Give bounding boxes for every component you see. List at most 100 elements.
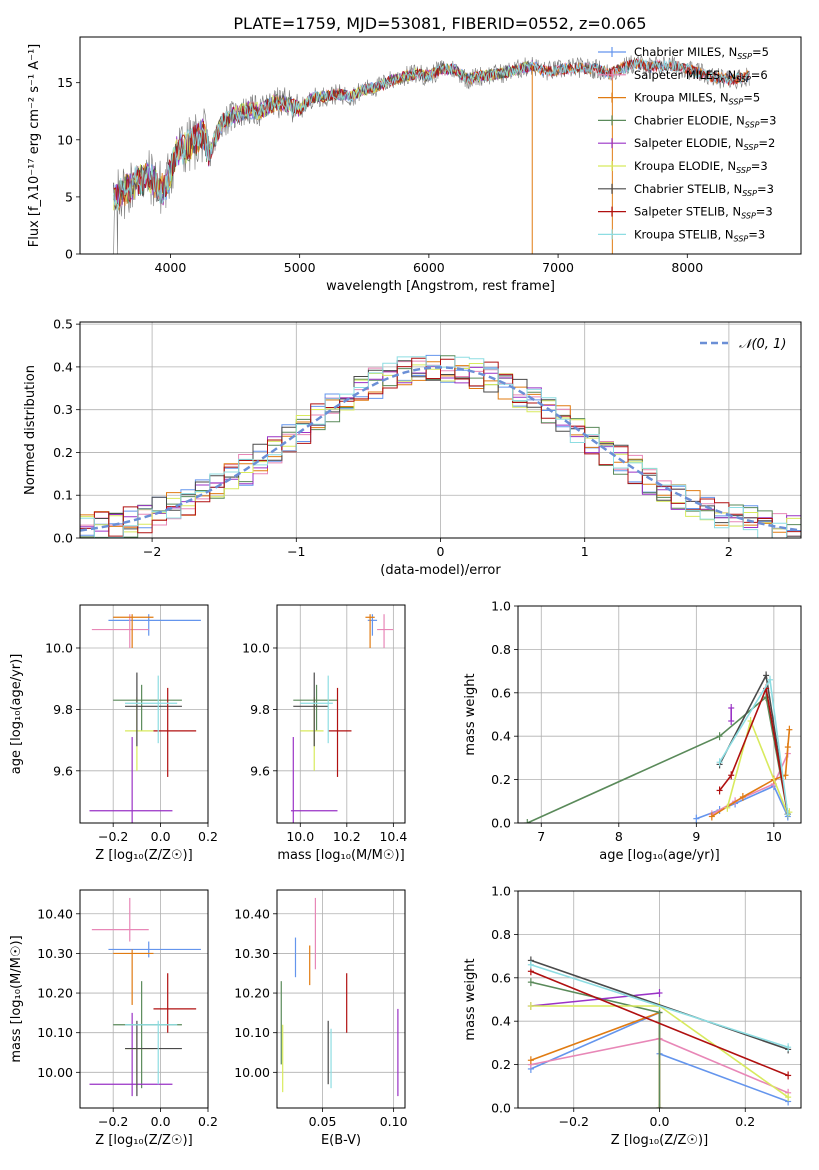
weight-line xyxy=(530,992,660,1007)
x-tick-label: 7000 xyxy=(542,260,574,275)
model-spectrum-line xyxy=(113,58,750,211)
x-tick-label: 10.0 xyxy=(286,829,314,844)
y-axis-label: age [log₁₀(age/yr)] xyxy=(9,654,24,775)
y-tick-label: 0.0 xyxy=(53,531,73,546)
y-tick-label: 9.6 xyxy=(53,763,73,778)
y-tick-label: 9.8 xyxy=(250,702,270,717)
legend-label: Kroupa ELODIE, NSSP=3 xyxy=(634,159,768,175)
weight-line xyxy=(530,959,789,1051)
y-axis-label: mass weight xyxy=(463,958,478,1040)
y-axis-label: Normed distribution xyxy=(23,365,38,495)
y-tick-label: 10.10 xyxy=(37,1025,73,1040)
x-tick-label: 0.05 xyxy=(309,1114,337,1129)
y-tick-label: 1.0 xyxy=(491,884,511,899)
legend-label: Salpeter ELODIE, NSSP=2 xyxy=(634,136,775,152)
spectrum-legend: Chabrier MILES, NSSP=5 Salpeter MILES, NS… xyxy=(598,45,776,243)
y-tick-label: 0.2 xyxy=(53,445,73,460)
x-tick-label: 0 xyxy=(437,544,445,559)
y-axis-label: mass weight xyxy=(463,673,478,755)
axes-frame xyxy=(276,604,406,824)
x-tick-label: 0.0 xyxy=(151,1114,171,1129)
residual-legend: 𝒩(0, 1) xyxy=(700,337,786,352)
plot-area-mass_vs_ebv xyxy=(280,897,399,1097)
x-axis-label: Z [log₁₀(Z/Z☉)] xyxy=(95,848,192,863)
x-axis-label: Z [log₁₀(Z/Z☉)] xyxy=(611,1133,708,1148)
y-tick-label: 10.40 xyxy=(37,906,73,921)
panel-age_vs_mass: 10.0 10.2 10.4 9.6 9.8 10.0 mass [log₁₀(M/M☉)] xyxy=(242,604,407,863)
y-tick-label: 5 xyxy=(65,189,73,204)
y-tick-label: 10.0 xyxy=(45,640,73,655)
plot-area-age_vs_Z xyxy=(89,614,201,823)
axes-frame xyxy=(79,889,209,1109)
legend-label: Salpeter STELIB, NSSP=3 xyxy=(634,205,773,221)
x-tick-label: −0.2 xyxy=(98,829,128,844)
y-tick-label: 10.40 xyxy=(234,906,270,921)
figure-title: PLATE=1759, MJD=53081, FIBERID=0552, z=0… xyxy=(233,14,646,33)
y-tick-label: 10.30 xyxy=(234,946,270,961)
x-axis-label: E(B-V) xyxy=(321,1133,361,1148)
x-tick-label: 10 xyxy=(766,829,782,844)
model-spectrum-line xyxy=(113,58,750,207)
x-tick-label: 0.2 xyxy=(198,1114,218,1129)
x-tick-label: 4000 xyxy=(155,260,187,275)
y-tick-label: 0.6 xyxy=(491,685,511,700)
histogram-salpeter-stelib xyxy=(80,357,801,538)
x-tick-label: 10.2 xyxy=(333,829,361,844)
legend-label: Chabrier ELODIE, NSSP=3 xyxy=(634,113,776,129)
y-axis-label: Flux [f_λ10⁻¹⁷ erg cm⁻² s⁻¹ A⁻¹] xyxy=(27,44,42,248)
plot-area-weight_vs_age xyxy=(524,671,793,823)
axes-frame xyxy=(517,605,802,824)
plot-area-mass_vs_Z xyxy=(89,897,201,1097)
y-tick-label: 0.1 xyxy=(53,488,73,503)
x-tick-label: 0.2 xyxy=(198,829,218,844)
y-tick-label: 9.6 xyxy=(250,763,270,778)
weight-line xyxy=(530,964,789,1048)
x-tick-label: 9 xyxy=(692,829,700,844)
histogram-kroupa-stelib xyxy=(80,356,801,538)
y-tick-label: 15 xyxy=(57,75,73,90)
x-tick-label: −0.2 xyxy=(98,1114,128,1129)
panel-mass_vs_ebv: 0.05 0.10 10.00 10.10 10.20 10.30 10.40 E(B-V) xyxy=(234,889,408,1148)
legend-label: Chabrier MILES, NSSP=5 xyxy=(634,45,769,61)
legend-label: Kroupa MILES, NSSP=5 xyxy=(634,91,760,107)
x-axis-label: age [log₁₀(age/yr)] xyxy=(599,848,720,863)
y-tick-label: 0.8 xyxy=(491,927,511,942)
y-tick-label: 10.10 xyxy=(234,1025,270,1040)
y-tick-label: 10.20 xyxy=(37,986,73,1001)
axes-frame xyxy=(276,889,406,1109)
y-tick-label: 0 xyxy=(65,247,73,262)
y-tick-label: 0.6 xyxy=(491,970,511,985)
y-tick-label: 1.0 xyxy=(491,599,511,614)
panel-spectrum: 4000 5000 6000 7000 8000 0 5 10 15 wavelength [An… xyxy=(27,36,802,294)
y-axis-label: mass [log₁₀(M/M☉)] xyxy=(9,935,24,1062)
y-tick-label: 10.0 xyxy=(242,640,270,655)
x-tick-label: 8 xyxy=(615,829,623,844)
y-tick-label: 10.00 xyxy=(234,1065,270,1080)
y-tick-label: 0.4 xyxy=(53,359,73,374)
y-tick-label: 0.3 xyxy=(53,402,73,417)
plot-area-spectrum xyxy=(113,54,750,254)
x-tick-label: 1 xyxy=(581,544,589,559)
y-tick-label: 10.20 xyxy=(234,986,270,1001)
legend-label: 𝒩(0, 1) xyxy=(739,337,786,352)
x-tick-label: 10.4 xyxy=(379,829,407,844)
weight-line xyxy=(530,981,661,1108)
x-tick-label: 5000 xyxy=(284,260,316,275)
plot-area-weight_vs_Z xyxy=(527,956,792,1108)
y-tick-label: 0.4 xyxy=(491,729,511,744)
x-axis-label: mass [log₁₀(M/M☉)] xyxy=(277,848,404,863)
x-axis-label: wavelength [Angstrom, rest frame] xyxy=(326,279,555,294)
panel-age_vs_Z: −0.2 0.0 0.2 9.6 9.8 10.0 Z [log₁₀(Z/Z☉)] age [… xyxy=(9,604,218,863)
y-tick-label: 0.5 xyxy=(53,317,73,332)
x-tick-label: −1 xyxy=(287,544,305,559)
plot-area-age_vs_mass xyxy=(290,614,394,823)
y-tick-label: 0.0 xyxy=(491,816,511,831)
weight-line xyxy=(718,685,789,815)
x-tick-label: 0.10 xyxy=(380,1114,408,1129)
legend-label: Salpeter MILES, NSSP=6 xyxy=(634,68,768,84)
y-tick-label: 10 xyxy=(57,132,73,147)
x-tick-label: −2 xyxy=(143,544,161,559)
gaussian-curve xyxy=(80,366,801,532)
axes-frame xyxy=(79,604,209,824)
